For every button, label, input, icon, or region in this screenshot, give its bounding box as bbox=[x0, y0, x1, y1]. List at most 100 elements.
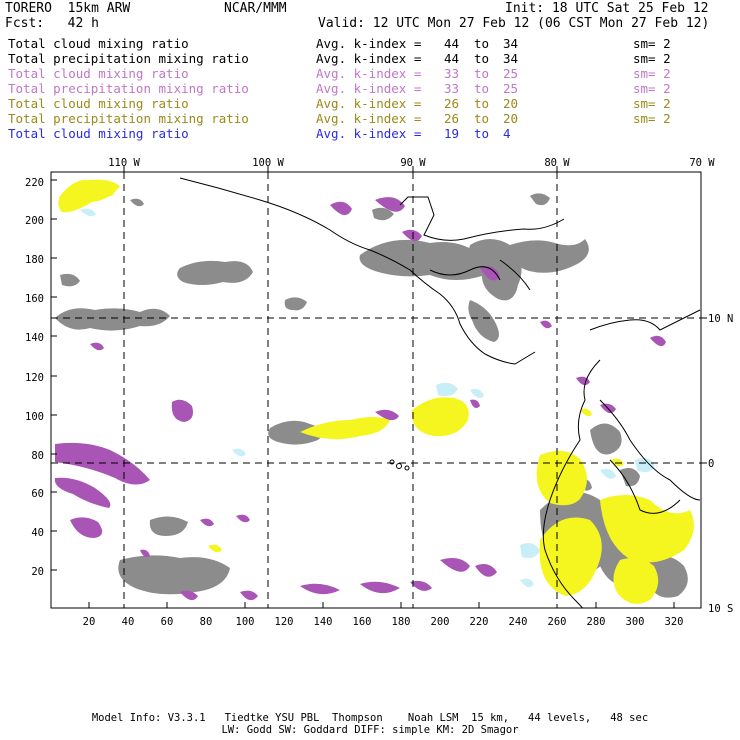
lon-label: 90 W bbox=[400, 157, 426, 169]
legend-smooth: sm= 2 bbox=[633, 96, 671, 111]
cloud-patch bbox=[54, 477, 111, 508]
x-tick-label: 80 bbox=[200, 616, 213, 628]
lon-label: 110 W bbox=[108, 157, 140, 169]
lat-label: 0 bbox=[708, 458, 714, 470]
legend-to: to bbox=[474, 111, 490, 126]
legend-from: 33 bbox=[444, 81, 460, 96]
border-central-america bbox=[429, 259, 531, 291]
cloud-patch bbox=[536, 450, 587, 506]
cloud-field-lightblue bbox=[80, 208, 655, 588]
cloud-patch bbox=[576, 335, 666, 414]
legend-smooth: sm= 2 bbox=[633, 66, 671, 81]
cloud-patch bbox=[140, 514, 250, 558]
cloud-patch bbox=[359, 239, 515, 280]
y-tick-label: 40 bbox=[31, 527, 44, 539]
legend-until: 4 bbox=[503, 126, 511, 141]
cloud-field-yellow bbox=[58, 179, 694, 604]
x-axis-ticks: 20 40 60 80 100 120 140 160 180 200 220 … bbox=[83, 616, 684, 628]
cloud-patch bbox=[60, 198, 144, 318]
legend-kindex: Avg. k-index = bbox=[316, 126, 422, 141]
y-tick-label: 60 bbox=[31, 488, 44, 500]
legend-row: Total precipitation mixing ratio Avg. k-… bbox=[0, 82, 740, 96]
legend-kindex: Avg. k-index = bbox=[316, 51, 422, 66]
legend-to: to bbox=[474, 51, 490, 66]
legend-field: Total precipitation mixing ratio bbox=[8, 81, 249, 96]
y-axis-ticks: 220 200 180 160 140 120 100 80 60 40 20 bbox=[25, 177, 44, 578]
cloud-patch bbox=[360, 580, 432, 594]
legend-smooth: sm= 2 bbox=[633, 36, 671, 51]
lat-label: 10 S bbox=[708, 603, 733, 615]
y-tick-label: 180 bbox=[25, 254, 44, 266]
galapagos-islands bbox=[389, 459, 410, 471]
cloud-patch bbox=[55, 308, 170, 331]
x-tick-label: 220 bbox=[470, 616, 489, 628]
lon-label: 70 W bbox=[689, 157, 715, 169]
cloud-patch bbox=[509, 239, 589, 273]
y-tick-label: 140 bbox=[25, 332, 44, 344]
x-tick-label: 300 bbox=[626, 616, 645, 628]
longitude-labels: 110 W 100 W 90 W 80 W 70 W bbox=[108, 157, 715, 169]
cloud-patch bbox=[590, 423, 622, 455]
org-label: NCAR/MMM bbox=[224, 1, 287, 16]
lon-label: 80 W bbox=[544, 157, 570, 169]
latitude-labels: 10 N 0 10 S bbox=[708, 313, 733, 615]
y-tick-label: 80 bbox=[31, 450, 44, 462]
legend-to: to bbox=[474, 126, 490, 141]
legend-until: 20 bbox=[503, 111, 519, 126]
cloud-patch bbox=[118, 555, 230, 595]
cloud-patch bbox=[80, 208, 246, 457]
x-tick-label: 20 bbox=[83, 616, 96, 628]
legend-field: Total cloud mixing ratio bbox=[8, 66, 189, 81]
cloud-field-purple bbox=[54, 197, 666, 601]
cloud-patch bbox=[539, 517, 602, 596]
legend-from: 26 bbox=[444, 96, 460, 111]
island bbox=[389, 459, 395, 465]
cloud-patch bbox=[58, 179, 120, 213]
legend-from: 19 bbox=[444, 126, 460, 141]
legend-row: Total precipitation mixing ratio Avg. k-… bbox=[0, 52, 740, 66]
y-tick-label: 220 bbox=[25, 177, 44, 189]
legend-from: 33 bbox=[444, 66, 460, 81]
cloud-patch bbox=[372, 193, 550, 221]
x-tick-label: 280 bbox=[587, 616, 606, 628]
cloud-patch bbox=[613, 558, 659, 604]
legend-until: 25 bbox=[503, 81, 519, 96]
cloud-patch bbox=[177, 260, 253, 285]
legend-row: Total precipitation mixing ratio Avg. k-… bbox=[0, 112, 740, 126]
legend-row: Total cloud mixing ratio Avg. k-index = … bbox=[0, 37, 740, 51]
island bbox=[396, 463, 402, 469]
x-tick-label: 200 bbox=[431, 616, 450, 628]
init-label: Init: 18 UTC Sat 25 Feb 12 bbox=[505, 1, 709, 16]
legend-row: Total cloud mixing ratio Avg. k-index = … bbox=[0, 97, 740, 111]
y-tick-label: 200 bbox=[25, 215, 44, 227]
y-tick-label: 160 bbox=[25, 293, 44, 305]
legend-row: Total cloud mixing ratio Avg. k-index = … bbox=[0, 127, 740, 141]
legend-kindex: Avg. k-index = bbox=[316, 66, 422, 81]
cloud-patch bbox=[300, 417, 390, 440]
cloud-patch bbox=[171, 399, 193, 422]
legend-field: Total cloud mixing ratio bbox=[8, 96, 189, 111]
cloud-patch bbox=[70, 517, 103, 538]
legend-field: Total precipitation mixing ratio bbox=[8, 51, 249, 66]
cloud-patch bbox=[436, 382, 484, 398]
legend-kindex: Avg. k-index = bbox=[316, 111, 422, 126]
coastline-south-america-west bbox=[542, 359, 601, 608]
x-tick-label: 320 bbox=[665, 616, 684, 628]
x-tick-label: 100 bbox=[236, 616, 255, 628]
legend-row: Total cloud mixing ratio Avg. k-index = … bbox=[0, 67, 740, 81]
legend-to: to bbox=[474, 81, 490, 96]
legend-to: to bbox=[474, 96, 490, 111]
cloud-patch bbox=[520, 458, 655, 588]
legend-field: Total cloud mixing ratio bbox=[8, 126, 189, 141]
cloud-patch bbox=[600, 495, 694, 563]
cloud-patch bbox=[284, 297, 307, 311]
legend-from: 44 bbox=[444, 36, 460, 51]
cloud-patch bbox=[578, 468, 640, 491]
lon-label: 100 W bbox=[252, 157, 284, 169]
x-tick-label: 180 bbox=[392, 616, 411, 628]
cloud-patch bbox=[580, 408, 624, 467]
legend-smooth: sm= 2 bbox=[633, 111, 671, 126]
x-tick-label: 60 bbox=[161, 616, 174, 628]
legend-from: 44 bbox=[444, 51, 460, 66]
